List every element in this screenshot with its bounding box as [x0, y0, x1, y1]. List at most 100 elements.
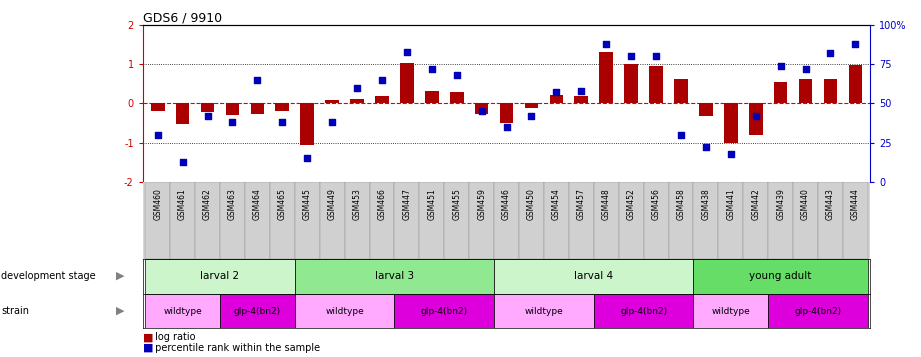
Text: GSM446: GSM446	[502, 188, 511, 220]
Bar	[400, 64, 414, 104]
FancyBboxPatch shape	[694, 259, 868, 293]
Point	[449, 72, 464, 78]
Point	[375, 77, 390, 83]
Point	[624, 54, 638, 59]
Text: GSM450: GSM450	[527, 188, 536, 220]
Text: wildtype: wildtype	[325, 307, 364, 316]
Text: GSM456: GSM456	[651, 188, 660, 220]
Text: strain: strain	[1, 306, 29, 316]
FancyBboxPatch shape	[170, 182, 195, 259]
FancyBboxPatch shape	[743, 182, 768, 259]
Text: GSM447: GSM447	[402, 188, 412, 220]
Text: GSM438: GSM438	[702, 188, 710, 220]
Text: wildtype: wildtype	[525, 307, 564, 316]
FancyBboxPatch shape	[768, 182, 793, 259]
Point	[524, 113, 539, 119]
Bar	[749, 104, 763, 135]
Bar	[823, 79, 837, 104]
Bar	[500, 104, 513, 123]
Bar	[600, 52, 613, 104]
FancyBboxPatch shape	[594, 293, 694, 328]
Point	[774, 63, 788, 69]
FancyBboxPatch shape	[220, 293, 295, 328]
Text: wildtype: wildtype	[711, 307, 751, 316]
Text: GSM449: GSM449	[328, 188, 337, 220]
FancyBboxPatch shape	[494, 259, 694, 293]
Text: GSM453: GSM453	[353, 188, 362, 220]
Text: GSM462: GSM462	[203, 188, 212, 220]
Point	[799, 66, 813, 72]
FancyBboxPatch shape	[444, 182, 469, 259]
Bar	[475, 104, 488, 115]
FancyBboxPatch shape	[718, 182, 743, 259]
Point	[225, 120, 239, 125]
FancyBboxPatch shape	[419, 182, 444, 259]
FancyBboxPatch shape	[469, 182, 494, 259]
FancyBboxPatch shape	[295, 293, 394, 328]
FancyBboxPatch shape	[494, 293, 594, 328]
Text: glp-4(bn2): glp-4(bn2)	[234, 307, 281, 316]
Text: GSM451: GSM451	[427, 188, 437, 220]
Point	[325, 120, 340, 125]
Point	[698, 145, 713, 150]
FancyBboxPatch shape	[594, 182, 619, 259]
FancyBboxPatch shape	[394, 293, 494, 328]
FancyBboxPatch shape	[320, 182, 344, 259]
FancyBboxPatch shape	[295, 259, 494, 293]
Point	[200, 113, 215, 119]
FancyBboxPatch shape	[768, 293, 868, 328]
FancyBboxPatch shape	[843, 182, 868, 259]
Point	[400, 49, 414, 55]
Text: GSM448: GSM448	[601, 188, 611, 220]
Point	[648, 54, 663, 59]
Bar	[624, 64, 638, 104]
Bar	[525, 104, 538, 108]
Bar	[550, 95, 564, 104]
Bar	[449, 92, 463, 104]
FancyBboxPatch shape	[146, 293, 220, 328]
Bar	[774, 82, 787, 104]
Text: GSM443: GSM443	[826, 188, 835, 220]
FancyBboxPatch shape	[146, 259, 295, 293]
Point	[300, 156, 315, 161]
Text: GSM445: GSM445	[303, 188, 311, 220]
FancyBboxPatch shape	[245, 182, 270, 259]
Bar	[724, 104, 738, 144]
Point	[175, 159, 190, 164]
Bar	[300, 104, 314, 145]
Point	[350, 85, 365, 91]
FancyBboxPatch shape	[394, 182, 419, 259]
FancyBboxPatch shape	[644, 182, 669, 259]
Bar	[425, 91, 438, 104]
Point	[749, 113, 764, 119]
FancyBboxPatch shape	[494, 182, 519, 259]
Text: GSM461: GSM461	[178, 188, 187, 220]
Text: GSM441: GSM441	[727, 188, 735, 220]
FancyBboxPatch shape	[818, 182, 843, 259]
Point	[673, 132, 688, 138]
Text: percentile rank within the sample: percentile rank within the sample	[152, 343, 321, 353]
FancyBboxPatch shape	[220, 182, 245, 259]
Point	[823, 50, 838, 56]
Point	[150, 132, 165, 138]
Text: GSM458: GSM458	[676, 188, 685, 220]
FancyBboxPatch shape	[544, 182, 569, 259]
Text: GSM452: GSM452	[626, 188, 635, 220]
Text: log ratio: log ratio	[152, 332, 195, 342]
Bar	[201, 104, 215, 112]
FancyBboxPatch shape	[669, 182, 694, 259]
FancyBboxPatch shape	[519, 182, 544, 259]
Point	[599, 41, 613, 47]
Point	[275, 120, 290, 125]
FancyBboxPatch shape	[619, 182, 644, 259]
FancyBboxPatch shape	[569, 182, 594, 259]
Bar	[176, 104, 190, 124]
FancyBboxPatch shape	[344, 182, 369, 259]
Text: GSM440: GSM440	[801, 188, 810, 220]
Bar	[226, 104, 239, 115]
Text: GSM455: GSM455	[452, 188, 461, 220]
Text: glp-4(bn2): glp-4(bn2)	[421, 307, 468, 316]
Point	[574, 88, 589, 94]
FancyBboxPatch shape	[270, 182, 295, 259]
FancyBboxPatch shape	[793, 182, 818, 259]
